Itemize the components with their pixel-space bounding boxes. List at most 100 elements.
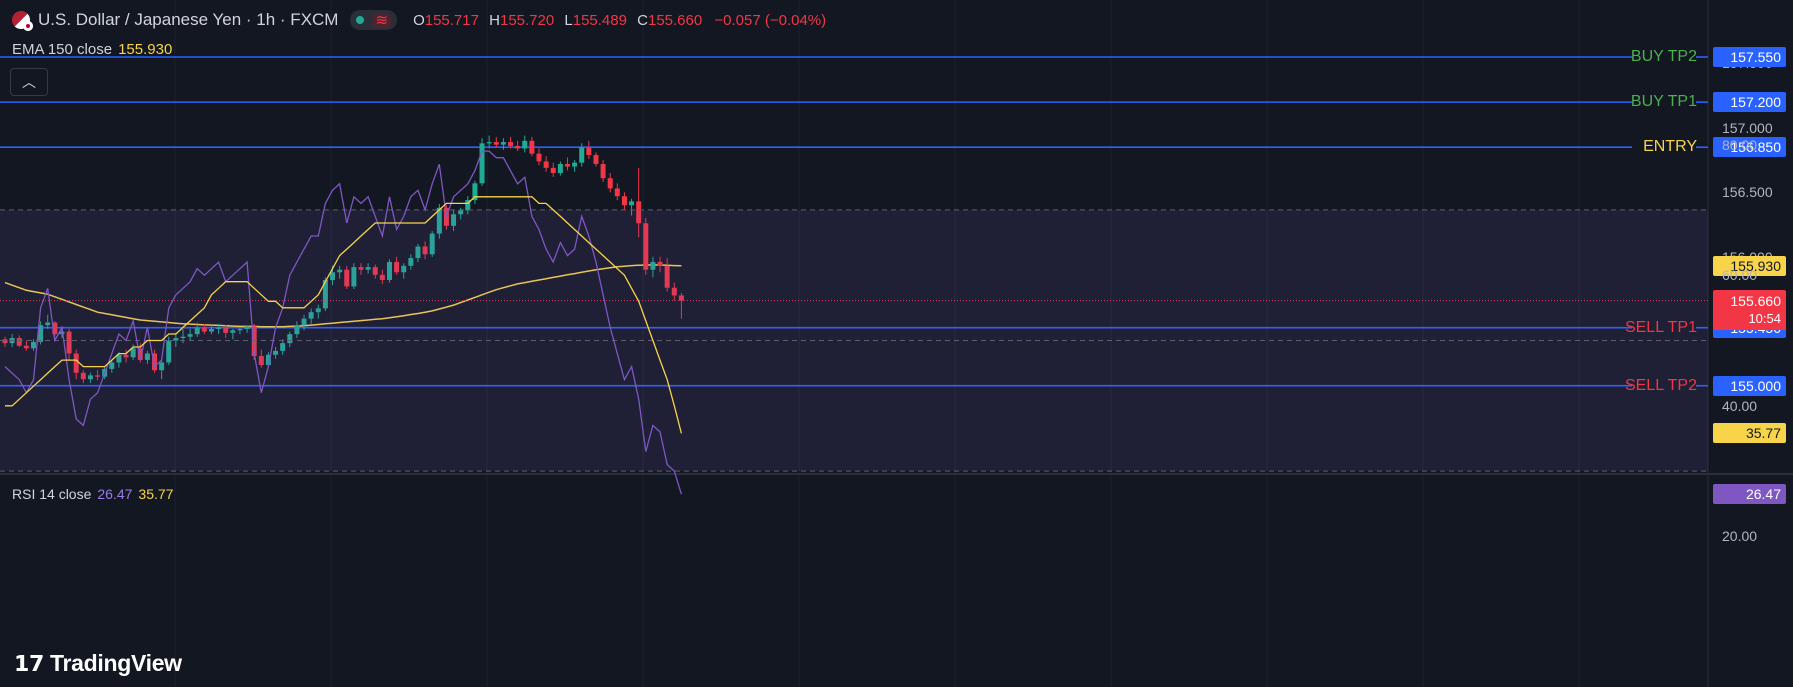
level-price-tag: 157.200 <box>1713 92 1786 113</box>
candle-body <box>643 223 649 270</box>
candle-body <box>59 331 65 335</box>
ema-label: EMA 150 close <box>12 41 113 58</box>
rsi-value: 26.47 <box>97 486 133 502</box>
candle-body <box>493 142 499 145</box>
rsi-pane <box>0 150 1708 495</box>
candle-body <box>508 142 514 146</box>
symbol-header[interactable]: U.S. Dollar / Japanese Yen · 1h · FXCM ≋… <box>12 9 826 31</box>
candle-body <box>294 325 300 335</box>
rsi-ma-tag: 35.77 <box>1713 423 1786 444</box>
candle-body <box>187 334 193 337</box>
candle-body <box>301 318 307 326</box>
usd-jpy-flag-icon <box>12 11 33 31</box>
candle-body <box>451 214 457 226</box>
candle-body <box>337 269 343 273</box>
candle-body <box>351 267 357 287</box>
candle-body <box>251 326 257 357</box>
candle-body <box>244 326 250 329</box>
low-value: 155.489 <box>572 11 627 29</box>
ema-value: 155.930 <box>118 41 173 58</box>
candle-body <box>636 201 642 224</box>
candle-body <box>80 372 86 380</box>
brand-name: TradingView <box>50 650 182 676</box>
bar-countdown: 10:54 <box>1748 310 1781 326</box>
rsi-legend[interactable]: RSI 14 close 26.47 35.77 <box>12 486 173 502</box>
candle-body <box>287 334 293 344</box>
candle-body <box>664 265 670 288</box>
candle-body <box>52 322 58 335</box>
open-value: 155.717 <box>424 11 479 29</box>
candle-body <box>486 142 492 144</box>
level-label: ENTRY <box>1643 138 1697 156</box>
tradingview-mark-icon: 𝟭𝟳 <box>14 650 45 676</box>
ohlc-values: O155.717 H155.720 L155.489 C155.660 −0.0… <box>407 12 826 29</box>
candle-body <box>443 207 449 226</box>
close-value: 155.660 <box>647 11 703 29</box>
candle-body <box>116 354 122 363</box>
symbol-title[interactable]: U.S. Dollar / Japanese Yen · 1h · FXCM <box>38 10 339 29</box>
candle-body <box>159 362 165 371</box>
candle-body <box>38 325 44 342</box>
candle-body <box>557 163 563 174</box>
tradingview-logo[interactable]: 𝟭𝟳 TradingView <box>14 650 182 677</box>
close-label: C <box>637 11 648 29</box>
candle-body <box>515 145 521 149</box>
candle-body <box>372 267 378 275</box>
candle-body <box>166 340 172 363</box>
rsi-ma-value: 35.77 <box>138 486 174 502</box>
candle-body <box>208 328 214 332</box>
candle-body <box>678 295 684 301</box>
level-label: SELL TP2 <box>1624 376 1697 394</box>
candle-body <box>607 178 613 189</box>
level-label: BUY TP2 <box>1630 48 1697 65</box>
low-label: L <box>564 11 573 29</box>
collapse-legend-button[interactable]: ︿ <box>10 68 48 96</box>
candle-body <box>458 210 464 215</box>
candle-body <box>500 142 506 145</box>
candle-body <box>671 287 677 296</box>
ema-150-line <box>4 264 682 328</box>
candle-body <box>650 261 656 270</box>
high-value: 155.720 <box>499 11 555 29</box>
candle-body <box>529 140 535 154</box>
candle-body <box>600 163 606 179</box>
rsi-value-tag: 26.47 <box>1713 484 1786 505</box>
candle-body <box>73 353 79 373</box>
candle-body <box>358 267 364 270</box>
candle-body <box>621 196 627 206</box>
change-value: −0.057 (−0.04%) <box>714 11 827 29</box>
price-tick-label: 157.000 <box>1722 119 1773 136</box>
candle-body <box>230 330 236 333</box>
candle-body <box>415 246 421 259</box>
candle-body <box>280 343 286 351</box>
candle-body <box>614 188 620 197</box>
candle-body <box>550 167 556 174</box>
candle-body <box>479 143 485 184</box>
candle-body <box>16 338 22 346</box>
candle-body <box>543 161 549 168</box>
candle-body <box>629 201 635 206</box>
candle-body <box>95 375 101 377</box>
candle-body <box>322 279 328 309</box>
market-status[interactable]: ≋ <box>350 10 398 30</box>
candle-body <box>258 356 264 366</box>
level-price-tag: 157.550 <box>1713 47 1786 67</box>
candle-body <box>201 327 207 332</box>
candle-body <box>522 140 528 149</box>
candle-body <box>109 362 115 369</box>
candle-body <box>429 233 435 255</box>
candle-body <box>344 269 350 287</box>
candle-body <box>223 327 229 333</box>
candle-body <box>237 328 243 331</box>
data-delay-icon: ≋ <box>372 12 392 28</box>
candle-body <box>137 348 143 360</box>
level-label: SELL TP1 <box>1624 318 1697 336</box>
candle-body <box>593 154 599 164</box>
candle-body <box>465 200 471 211</box>
rsi-tick-label: 40.00 <box>1722 397 1758 414</box>
candle-body <box>216 327 222 329</box>
open-label: O <box>413 11 425 29</box>
ema-legend[interactable]: EMA 150 close 155.930 <box>12 41 172 58</box>
